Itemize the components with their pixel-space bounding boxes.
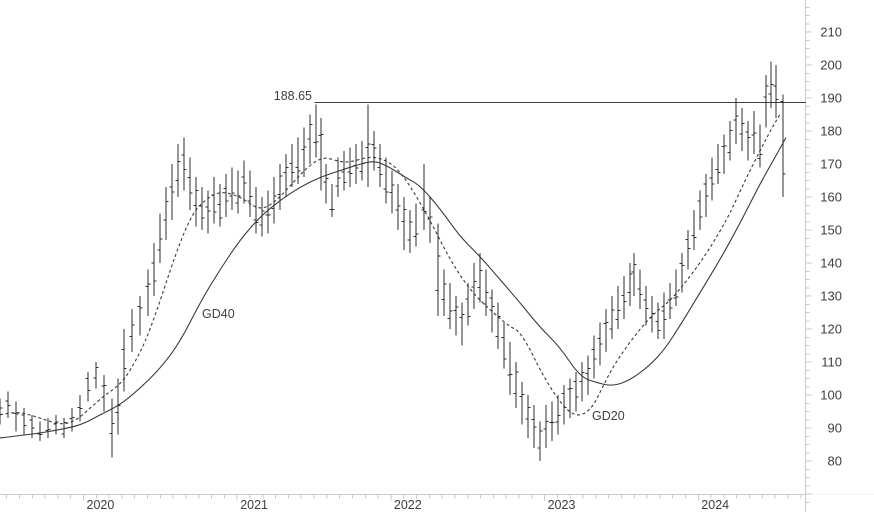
- x-axis-year-label: 2020: [87, 498, 115, 512]
- y-axis-price-label: 110: [821, 355, 842, 370]
- y-axis-price-label: 170: [820, 157, 842, 172]
- x-axis-year-label: 2021: [240, 498, 268, 512]
- x-axis-year-label: 2022: [394, 498, 422, 512]
- y-axis-price-label: 80: [828, 454, 842, 469]
- y-axis-price-label: 100: [820, 388, 842, 403]
- y-axis-price-label: 90: [828, 421, 842, 436]
- gd20-label: GD20: [592, 409, 625, 423]
- x-axis-year-label: 2023: [548, 498, 576, 512]
- price-bars: [0, 61, 786, 461]
- x-axis-year-label: 2024: [701, 498, 729, 512]
- y-axis-price-label: 160: [820, 190, 842, 205]
- gd40-line: [0, 137, 787, 439]
- y-axis-price-label: 140: [820, 256, 842, 271]
- y-axis-price-label: 180: [820, 124, 842, 139]
- y-axis-price-label: 130: [820, 289, 842, 304]
- gd40-label: GD40: [202, 307, 235, 321]
- y-axis-price-label: 150: [820, 223, 842, 238]
- gd20-line: [0, 114, 781, 425]
- y-axis-price-label: 190: [820, 91, 842, 106]
- y-axis-price-label: 120: [820, 322, 842, 337]
- y-axis-price-label: 210: [820, 25, 842, 40]
- y-axis-price-label: 200: [820, 58, 842, 73]
- resistance-price-label: 188.65: [273, 89, 312, 103]
